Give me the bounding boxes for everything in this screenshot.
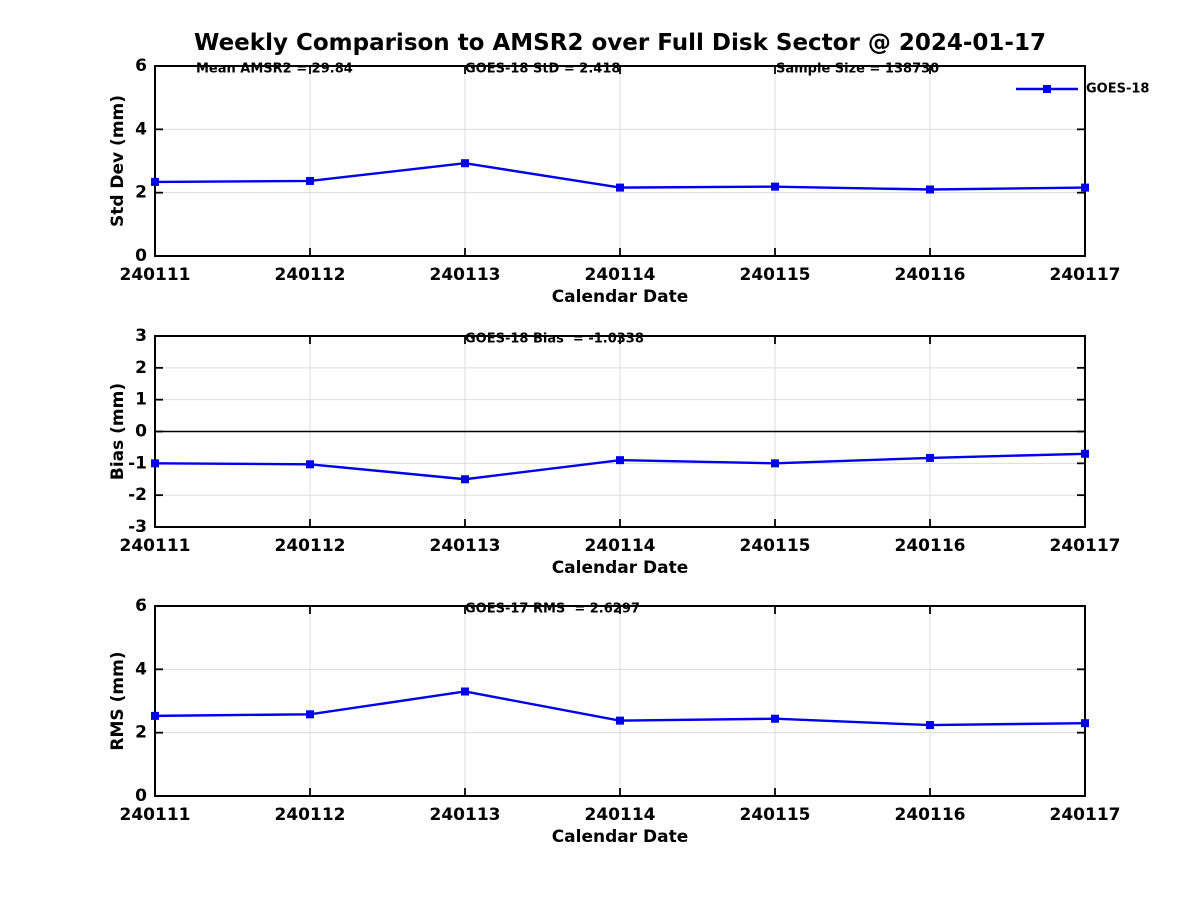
x-tick-label: 240117 [1050, 265, 1121, 285]
data-marker [1081, 449, 1089, 458]
x-tick-label: 240117 [1050, 805, 1121, 825]
chart-title: Weekly Comparison to AMSR2 over Full Dis… [194, 30, 1046, 56]
data-marker [616, 716, 624, 725]
data-marker [771, 182, 779, 191]
y-axis-label: RMS (mm) [108, 651, 128, 750]
rms-subplot: 0 2 4 6 240111 240112 240113 240114 240115 240116… [108, 596, 1120, 847]
data-marker [461, 159, 469, 168]
y-tick-label: 4 [135, 119, 147, 139]
data-marker [306, 710, 314, 719]
y-tick-label: 4 [135, 659, 147, 679]
data-marker [1081, 183, 1089, 192]
x-tick-label: 240111 [120, 536, 191, 556]
x-tick-label: 240116 [895, 805, 966, 825]
stat-annotation: GOES-18 StD = 2.418 [465, 62, 620, 77]
data-marker [926, 721, 934, 730]
x-tick-label: 240117 [1050, 536, 1121, 556]
y-tick-label: 3 [135, 326, 147, 346]
legend-label: GOES-18 [1086, 82, 1149, 97]
legend-marker-sample [1043, 85, 1051, 93]
data-marker [306, 460, 314, 469]
x-tick-label: 240116 [895, 536, 966, 556]
data-marker [771, 714, 779, 723]
y-axis-label: Std Dev (mm) [108, 95, 128, 227]
data-marker [151, 711, 159, 720]
x-tick-label: 240115 [740, 536, 811, 556]
x-axis-label: Calendar Date [552, 827, 689, 847]
y-tick-label: 2 [135, 358, 147, 378]
y-tick-label: 6 [135, 596, 147, 616]
x-tick-label: 240115 [740, 805, 811, 825]
y-tick-label: -3 [128, 517, 147, 537]
x-tick-label: 240113 [430, 805, 501, 825]
data-marker [461, 475, 469, 484]
y-tick-label: 1 [135, 390, 147, 410]
data-marker [461, 687, 469, 696]
y-axis-label: Bias (mm) [108, 383, 128, 480]
x-tick-label: 240113 [430, 265, 501, 285]
data-marker [616, 456, 624, 465]
x-tick-label: 240111 [120, 265, 191, 285]
y-tick-label: 6 [135, 56, 147, 76]
y-tick-label: 2 [135, 723, 147, 743]
stat-annotation: GOES-18 Bias = -1.0338 [465, 332, 644, 347]
bias-subplot: -3 -2 -1 0 1 2 3 240111 240112 240113 240114 240115… [108, 326, 1120, 578]
x-tick-label: 240112 [275, 265, 346, 285]
y-tick-label: 0 [135, 422, 147, 442]
legend: GOES-18 [1016, 82, 1149, 97]
data-marker [616, 183, 624, 192]
x-tick-label: 240111 [120, 805, 191, 825]
x-axis-label: Calendar Date [552, 558, 689, 578]
x-tick-label: 240112 [275, 805, 346, 825]
x-tick-label: 240116 [895, 265, 966, 285]
x-tick-label: 240112 [275, 536, 346, 556]
data-marker [926, 453, 934, 462]
data-marker [771, 459, 779, 468]
y-tick-label: 0 [135, 246, 147, 266]
stat-annotation: Sample Size = 138730 [776, 62, 939, 77]
y-tick-label: 0 [135, 786, 147, 806]
data-marker [926, 185, 934, 194]
y-tick-label: 2 [135, 183, 147, 203]
std-dev-subplot: 0 2 4 6 240111 240112 240113 240114 240115 240116… [108, 56, 1149, 307]
stat-annotation: Mean AMSR2 = 29.84 [196, 62, 353, 77]
data-marker [1081, 719, 1089, 728]
stat-annotation: GOES-17 RMS = 2.6297 [465, 602, 640, 617]
x-tick-label: 240113 [430, 536, 501, 556]
data-marker [151, 177, 159, 186]
data-marker [151, 459, 159, 468]
data-marker [306, 176, 314, 185]
y-tick-label: -2 [128, 485, 147, 505]
x-tick-label: 240114 [585, 265, 656, 285]
x-tick-label: 240115 [740, 265, 811, 285]
x-tick-label: 240114 [585, 805, 656, 825]
x-axis-label: Calendar Date [552, 287, 689, 307]
y-tick-label: -1 [128, 453, 147, 473]
x-tick-label: 240114 [585, 536, 656, 556]
